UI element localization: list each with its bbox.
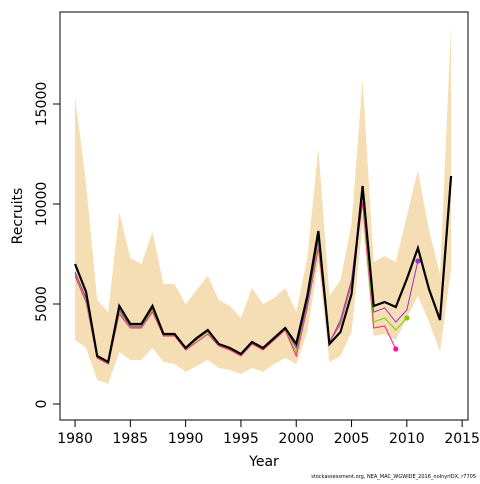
x-tick-label: 2000: [278, 431, 314, 447]
series-line: [74, 201, 397, 365]
plot-frame: [59, 11, 469, 421]
x-tick-label: 1985: [113, 431, 149, 447]
series-end-point: [404, 315, 410, 321]
x-tick-label: 2005: [334, 431, 370, 447]
series-end-point: [415, 258, 421, 264]
x-tick-label: 2015: [444, 431, 480, 447]
y-tick-label: 5000: [34, 286, 50, 322]
x-tick-label: 1990: [168, 431, 204, 447]
y-tick-label: 0: [34, 400, 50, 409]
x-axis-label: Year: [248, 454, 279, 470]
series-line: [74, 175, 453, 364]
confidence-band: [75, 26, 452, 384]
x-tick-label: 1980: [57, 431, 93, 447]
y-tick-label: 15000: [34, 82, 50, 127]
footnote: stockassessment.org, NEA_MAC_WGWIDE_2016…: [311, 474, 476, 480]
series-end-point: [393, 346, 399, 352]
x-tick-label: 2010: [389, 431, 425, 447]
x-tick-label: 1995: [223, 431, 259, 447]
y-tick-label: 10000: [34, 182, 50, 227]
plot-area: [74, 26, 453, 384]
y-axis-label: Recruits: [10, 188, 26, 245]
